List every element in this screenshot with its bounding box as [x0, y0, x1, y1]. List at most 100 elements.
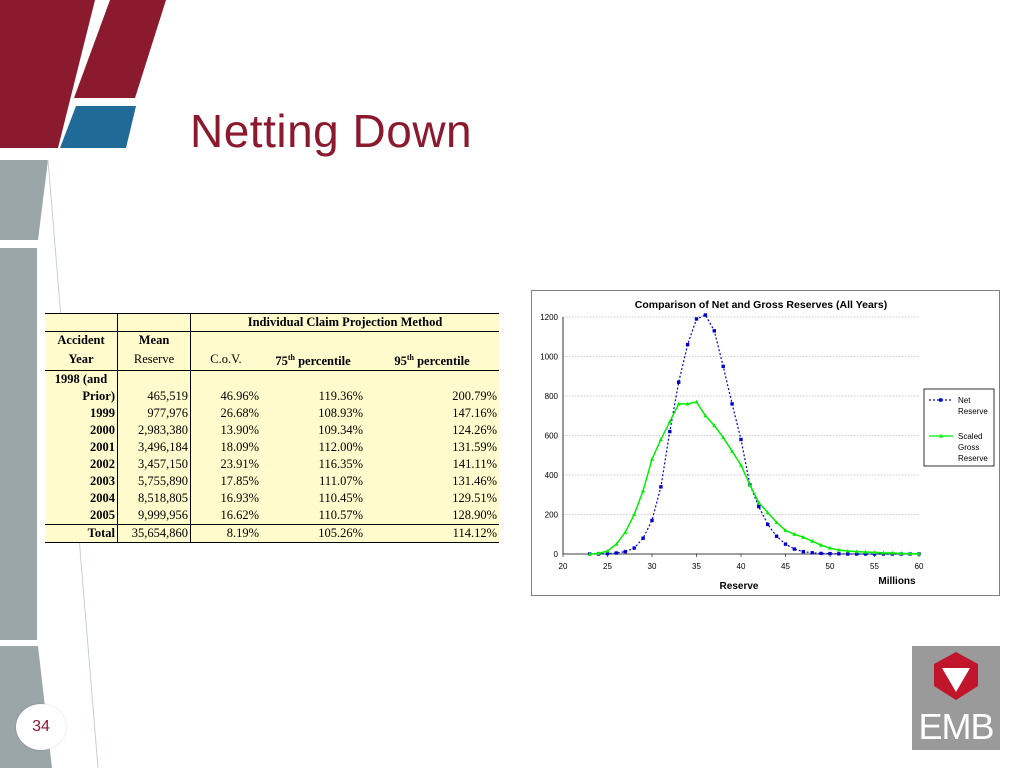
chart-legend: Net Reserve Scaled Gross Reserve [923, 388, 995, 467]
data-point-series-2 [641, 488, 646, 493]
row-cov: 13.90% [220, 423, 259, 438]
slide-title: Netting Down [190, 105, 473, 157]
data-point-series-2 [703, 413, 708, 418]
row-year-label-line1: 1998 (and [45, 370, 118, 389]
data-point-series-2 [730, 449, 735, 453]
row-mean-reserve: 5,755,890 [117, 473, 191, 491]
total-p75: 105.26% [318, 526, 363, 541]
data-point-series-1 [819, 551, 823, 556]
chart-title: Comparison of Net and Gross Reserves (Al… [635, 299, 887, 311]
data-point-series-1 [801, 549, 805, 554]
data-point-series-2 [792, 532, 797, 536]
data-point-series-1 [668, 429, 672, 434]
table-header-blank [365, 332, 499, 350]
data-point-series-2 [676, 401, 681, 406]
maroon-bar [74, 0, 166, 98]
x-tick-label: 25 [603, 562, 612, 571]
row-p95: 141.11% [452, 457, 497, 472]
x-tick-label: 60 [915, 562, 924, 571]
data-point-series-2 [605, 548, 610, 553]
y-tick-label: 800 [545, 392, 559, 401]
col-accident-year-line1: Accident [45, 331, 118, 349]
col-p95-word: percentile [413, 354, 470, 369]
data-point-series-2 [596, 551, 601, 556]
legend-box [923, 388, 995, 467]
data-point-series-2 [747, 482, 752, 487]
col-p95-suffix: th [406, 353, 414, 362]
data-point-series-1 [694, 317, 699, 321]
table-row: 1998 (and [45, 370, 499, 389]
gray-side-band-1 [0, 160, 48, 240]
data-point-series-2 [712, 423, 717, 428]
legend-swatch-marker [939, 398, 943, 402]
row-p95: 128.90% [452, 508, 497, 523]
row-mean-reserve: 2,983,380 [117, 422, 191, 440]
table-row: 1999 977,976 26.68% 108.93% 147.16% [45, 405, 499, 423]
data-point-series-1 [739, 437, 743, 442]
data-point-series-2 [623, 530, 628, 534]
x-tick-label: 30 [648, 562, 657, 571]
row-mean-reserve: 9,999,956 [117, 507, 191, 525]
legend-label: Net [958, 396, 971, 405]
table-row: Prior) 465,519 46.96% 119.36% 200.79% [45, 388, 499, 406]
table-header-blank [261, 332, 365, 350]
data-point-series-2 [828, 545, 832, 550]
data-point-series-2 [739, 462, 743, 467]
col-p95-header: 95th percentile [365, 349, 499, 371]
y-tick-label: 200 [545, 511, 559, 520]
data-point-series-2 [881, 550, 886, 555]
row-p75: 111.07% [319, 474, 363, 489]
table-header-row-1: Accident Mean [45, 331, 499, 350]
row-p95: 131.46% [452, 474, 497, 489]
row-year: 2004 [45, 490, 118, 508]
reserves-comparison-chart: Comparison of Net and Gross Reserves (Al… [531, 290, 1000, 596]
data-point-series-2 [694, 399, 699, 404]
data-point-series-1 [855, 552, 859, 556]
row-year: 2000 [45, 422, 118, 440]
row-mean-reserve: 3,496,184 [117, 439, 191, 457]
data-point-series-1 [614, 551, 619, 555]
x-tick-label: 55 [870, 562, 879, 571]
data-point-series-2 [587, 551, 592, 556]
maroon-header-block [0, 0, 95, 148]
data-point-series-2 [845, 548, 850, 553]
series-line-2 [589, 401, 920, 555]
legend-label: Reserve [958, 407, 988, 416]
x-tick-label: 40 [737, 562, 746, 571]
col-mean-line1: Mean [117, 331, 191, 349]
y-tick-label: 0 [554, 550, 559, 559]
data-point-series-2 [863, 549, 868, 554]
data-point-series-2 [899, 551, 904, 556]
y-tick-label: 600 [545, 432, 559, 441]
x-tick-label: 20 [559, 562, 568, 571]
data-point-series-2 [632, 512, 637, 517]
data-point-series-1 [659, 485, 663, 489]
data-point-series-1 [774, 534, 779, 538]
row-year: 2001 [45, 439, 118, 457]
table-group-header-row: Individual Claim Projection Method [45, 313, 499, 332]
row-p95: 147.16% [452, 406, 497, 421]
data-point-series-2 [756, 500, 761, 505]
data-point-series-2 [836, 547, 841, 552]
row-p75: 110.45% [318, 491, 363, 506]
row-p95: 129.51% [452, 491, 497, 506]
row-p75: 108.93% [318, 406, 363, 421]
data-point-series-2 [917, 551, 921, 556]
data-point-series-1 [721, 364, 725, 369]
row-cov: 18.09% [220, 440, 259, 455]
row-cov: 46.96% [220, 389, 259, 404]
col-p75-suffix: th [287, 353, 295, 362]
table-row: 2005 9,999,956 16.62% 110.57% 128.90% [45, 507, 499, 525]
total-cov: 8.19% [226, 526, 259, 541]
data-point-series-1 [828, 551, 832, 556]
col-p75-number: 75 [275, 354, 288, 369]
legend-label: Scaled [958, 432, 982, 441]
row-p75: 112.00% [318, 440, 363, 455]
row-cov: 26.68% [220, 406, 259, 421]
data-point-series-1 [641, 536, 645, 540]
data-point-series-1 [685, 342, 690, 347]
col-cov-header: C.o.V. [210, 352, 242, 367]
data-point-series-2 [650, 457, 654, 461]
y-tick-label: 1200 [540, 313, 558, 322]
data-point-series-2 [721, 435, 726, 440]
